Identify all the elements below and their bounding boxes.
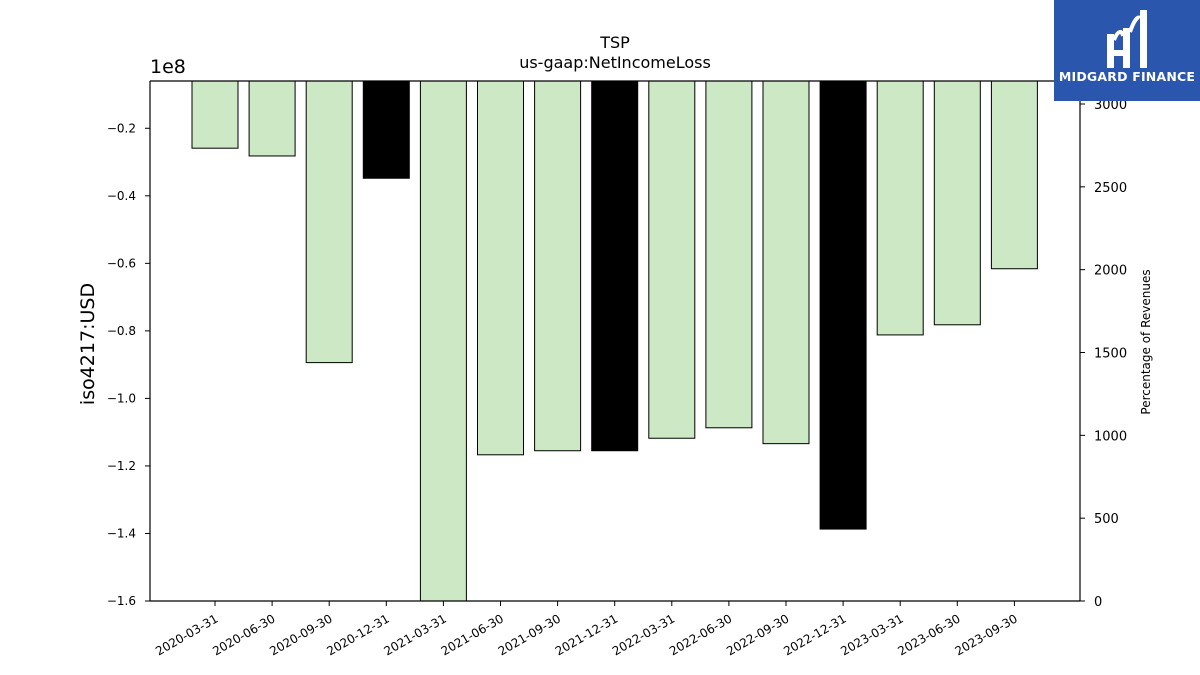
y-axis-label: iso4217:USD xyxy=(77,282,99,406)
bar xyxy=(305,80,353,364)
x-tick-label: 2021-12-31 xyxy=(553,611,620,658)
x-tick-label: 2020-06-30 xyxy=(210,611,277,658)
y-tick-label: −1.4 xyxy=(107,526,136,540)
y-tick-label: −0.6 xyxy=(107,256,136,270)
x-tick-label: 2022-12-31 xyxy=(781,611,848,658)
y-tick-label: −1.0 xyxy=(107,391,136,405)
bar xyxy=(648,80,696,439)
y-tick-label: −0.8 xyxy=(107,324,136,338)
bar xyxy=(419,80,467,602)
bar xyxy=(762,80,810,445)
x-tick-label: 2020-12-31 xyxy=(324,611,391,658)
bar xyxy=(191,80,239,149)
bar xyxy=(534,80,582,452)
bar xyxy=(933,80,981,326)
bar xyxy=(990,80,1038,270)
y2-tick-label: 1000 xyxy=(1094,429,1127,444)
x-tick-label: 2022-09-30 xyxy=(724,611,791,658)
x-tick-label: 2020-03-31 xyxy=(153,611,220,658)
y-tick-label: −1.2 xyxy=(107,459,136,473)
chart-subtitle: us-gaap:NetIncomeLoss xyxy=(519,53,711,72)
y2-tick-label: 2000 xyxy=(1094,264,1127,279)
x-tick-label: 2021-09-30 xyxy=(496,611,563,658)
x-tick-label: 2022-06-30 xyxy=(667,611,734,658)
y-tick-label: −1.6 xyxy=(107,594,136,608)
midgard-finance-logo: MIDGARD FINANCE xyxy=(1054,0,1200,101)
bar xyxy=(248,80,296,157)
x-tick-label: 2020-09-30 xyxy=(267,611,334,658)
secondary-y-axis-label: Percentage of Revenues xyxy=(1139,269,1153,415)
x-tick-label: 2023-06-30 xyxy=(895,611,962,658)
midgard-logo-icon xyxy=(1107,10,1147,68)
y2-tick-label: 1500 xyxy=(1094,347,1127,362)
y-tick-label: −0.4 xyxy=(107,189,136,203)
y2-tick-label: 2500 xyxy=(1094,181,1127,196)
chart-title: TSP xyxy=(600,33,630,52)
x-tick-label: 2022-03-31 xyxy=(610,611,677,658)
x-tick-label: 2021-03-31 xyxy=(381,611,448,658)
logo-text: MIDGARD FINANCE xyxy=(1058,69,1196,84)
y2-tick-label: 500 xyxy=(1094,512,1119,527)
bar xyxy=(591,80,639,452)
y2-tick-label: 0 xyxy=(1094,595,1102,610)
x-tick-label: 2023-09-30 xyxy=(952,611,1019,658)
bar xyxy=(362,80,410,179)
x-tick-label: 2021-06-30 xyxy=(439,611,506,658)
bar xyxy=(705,80,753,429)
y-axis-exponent: 1e8 xyxy=(150,56,186,78)
bar xyxy=(819,80,867,530)
bar xyxy=(876,80,924,336)
y-tick-label: −0.2 xyxy=(107,121,136,135)
bar xyxy=(477,80,524,456)
y2-tick-label: 3000 xyxy=(1094,98,1127,113)
x-tick-label: 2023-03-31 xyxy=(838,611,905,658)
